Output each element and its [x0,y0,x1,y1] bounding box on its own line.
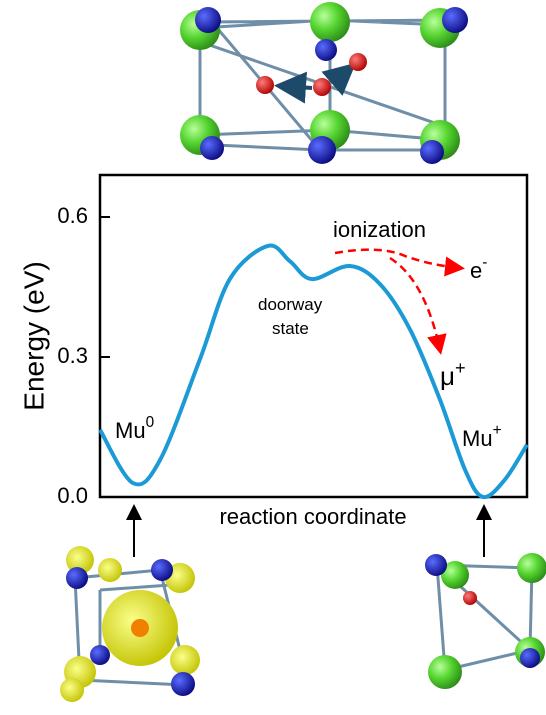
annotation-sup: + [493,422,502,439]
y-tick-label: 0.0 [57,483,88,508]
annotation: ionization [333,217,426,242]
annotation-text: μ [440,361,455,391]
top-structure [180,2,468,164]
annotation-sup: + [455,358,466,378]
annotation-text: Mu [115,418,146,443]
x-axis-label: reaction coordinate [219,504,406,529]
annotation-text: Mu [462,426,493,451]
annotation-text: e [470,258,482,283]
y-tick-label: 0.6 [57,203,88,228]
left-structure [60,546,200,702]
right-structure [425,553,546,689]
figure: Energy (eV) reaction coordinate 0.0 0.3 0.… [0,0,546,715]
annotation-sup: - [482,254,487,271]
annotation: e- [470,254,487,283]
annotation: μ+ [440,358,466,391]
annotation: Mu0 [115,414,154,443]
annotation-sup: 0 [146,414,155,431]
y-axis-label: Energy (eV) [18,261,49,410]
annotation: Mu+ [462,422,502,451]
annotation-text: state [272,319,309,338]
annotation-text: ionization [333,217,426,242]
annotation: doorway [258,295,323,314]
annotation-text: doorway [258,295,323,314]
y-tick-label: 0.3 [57,343,88,368]
annotation: state [272,319,309,338]
